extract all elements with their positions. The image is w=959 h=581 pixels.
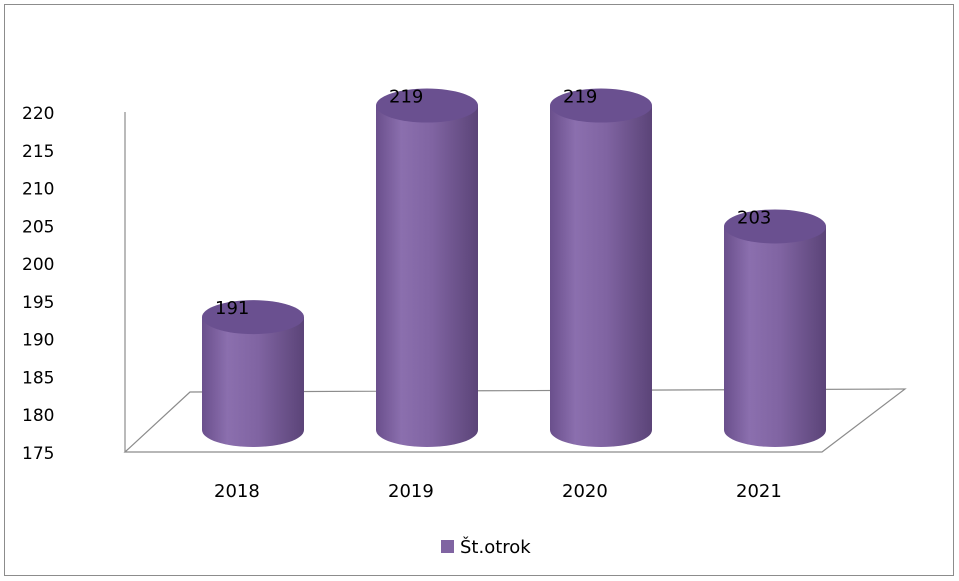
- y-tick-label: 200: [22, 255, 54, 275]
- data-label: 191: [215, 298, 249, 319]
- legend-swatch: [441, 540, 454, 553]
- floor-plane: [123, 388, 907, 453]
- x-axis-labels: 2018 2019 2020 2021: [214, 481, 782, 502]
- bars-group: [202, 88, 826, 448]
- y-axis: 175 180 185 190 195 200 205 210 215 220: [22, 104, 126, 464]
- y-tick-label: 175: [22, 444, 54, 464]
- y-tick-label: 220: [22, 104, 54, 124]
- legend: Št.otrok: [441, 536, 531, 558]
- bar-body: [550, 105, 652, 448]
- bar-2018: [202, 300, 304, 447]
- y-tick-label: 190: [22, 331, 54, 351]
- bar-body: [724, 226, 826, 447]
- bar-top: [550, 88, 652, 123]
- chart-floor: [123, 388, 907, 453]
- data-label: 219: [563, 87, 597, 108]
- y-tick-label: 180: [22, 406, 54, 426]
- x-tick-label: 2020: [562, 481, 608, 502]
- x-tick-label: 2021: [736, 481, 782, 502]
- bar-top: [376, 88, 478, 123]
- y-tick-label: 205: [22, 217, 54, 237]
- bar-2019: [376, 88, 478, 448]
- legend-label: Št.otrok: [460, 536, 531, 558]
- bar-top: [202, 300, 304, 335]
- x-tick-label: 2018: [214, 481, 260, 502]
- data-labels: 191 219 219 203: [215, 87, 771, 320]
- bar-2021: [724, 209, 826, 447]
- y-tick-label: 215: [22, 142, 54, 162]
- bar-top: [724, 209, 826, 244]
- y-tick-label: 210: [22, 180, 54, 200]
- bar-2020: [550, 88, 652, 448]
- bar-body: [376, 105, 478, 448]
- data-label: 203: [737, 207, 771, 228]
- bar-body: [202, 317, 304, 447]
- x-tick-label: 2019: [388, 481, 434, 502]
- data-label: 219: [389, 87, 423, 108]
- y-tick-label: 195: [22, 293, 54, 313]
- y-tick-label: 185: [22, 368, 54, 388]
